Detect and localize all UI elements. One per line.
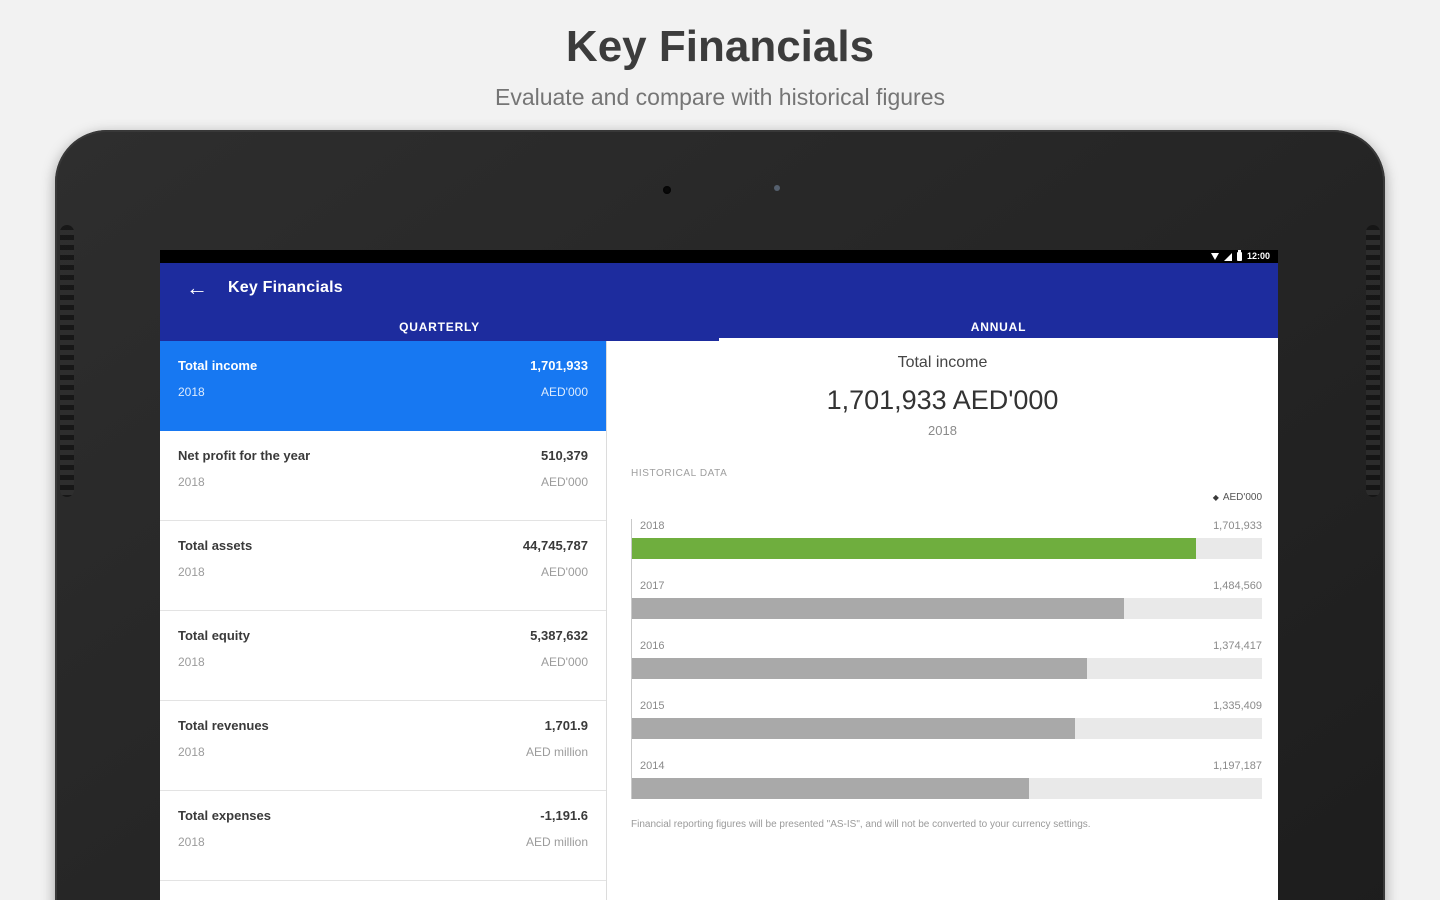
- chart-row-2018: 2018 1,701,933: [632, 519, 1262, 559]
- chart-bar-track: [632, 598, 1262, 619]
- metric-unit: AED million: [525, 835, 588, 849]
- metric-title: Total expenses: [178, 808, 271, 823]
- detail-title: Total income: [897, 354, 988, 371]
- chart-value-label: 1,374,417: [1213, 640, 1262, 652]
- chart-row-2017: 2017 1,484,560: [632, 579, 1262, 619]
- chart-value-label: 1,335,409: [1213, 700, 1262, 712]
- camera-dot-icon: [774, 185, 780, 191]
- metric-row-net-profit-for-the-year[interactable]: Net profit for the year 510,379 2018 AED'00…: [160, 431, 606, 521]
- app-bar: ← Key Financials: [160, 263, 1278, 312]
- metric-year: 2018: [178, 745, 205, 759]
- chart-legend: ◆ AED'000: [607, 492, 1262, 503]
- metric-value: 44,745,787: [522, 538, 588, 553]
- content-area: Total income 1,701,933 2018 AED'000 Net prof…: [160, 341, 1278, 900]
- metric-title: Total assets: [178, 538, 253, 553]
- chart-bar-fill: [632, 658, 1088, 679]
- metric-unit: AED'000: [541, 655, 588, 669]
- metrics-list: Total income 1,701,933 2018 AED'000 Net prof…: [160, 341, 607, 900]
- status-bar: 12:00: [160, 250, 1278, 263]
- metric-row-total-assets[interactable]: Total assets 44,745,787 2018 AED'000: [160, 521, 606, 611]
- detail-panel: Total income 1,701,933 AED'000 2018 HIST…: [607, 341, 1278, 900]
- chart-value-label: 1,197,187: [1213, 760, 1262, 772]
- chart-value-label: 1,701,933: [1213, 520, 1262, 532]
- metric-row-total-expenses[interactable]: Total expenses -1,191.6 2018 AED million: [160, 791, 606, 881]
- page-header: Key Financials Evaluate and compare with…: [0, 0, 1440, 111]
- tablet-screen: 12:00 ← Key Financials QUARTERLY ANNUAL …: [160, 250, 1278, 900]
- right-speaker-grille-icon: [1366, 225, 1380, 497]
- metric-value: 1,701.9: [544, 718, 588, 733]
- network-type-icon: [1210, 253, 1219, 260]
- tab-bar: QUARTERLY ANNUAL: [160, 312, 1278, 341]
- chart-year-label: 2017: [640, 580, 665, 592]
- chart-year-label: 2014: [640, 760, 665, 772]
- metric-value: -1,191.6: [540, 808, 588, 823]
- metric-unit: AED'000: [541, 565, 588, 579]
- metric-year: 2018: [178, 475, 205, 489]
- chart-year-label: 2015: [640, 700, 665, 712]
- metric-title: Total income: [178, 358, 258, 373]
- tab-annual-label: ANNUAL: [970, 319, 1027, 334]
- tab-quarterly[interactable]: QUARTERLY: [160, 312, 719, 341]
- chart-row-2015: 2015 1,335,409: [632, 699, 1262, 739]
- chart-bar-fill: [632, 598, 1125, 619]
- tablet-frame: 12:00 ← Key Financials QUARTERLY ANNUAL …: [55, 130, 1385, 900]
- chart-year-label: 2016: [640, 640, 665, 652]
- metric-row-total-equity[interactable]: Total equity 5,387,632 2018 AED'000: [160, 611, 606, 701]
- metric-row-total-income[interactable]: Total income 1,701,933 2018 AED'000: [160, 341, 606, 431]
- chart-bar-track: [632, 778, 1262, 799]
- historical-bar-chart: 2018 1,701,933 2017 1,484,560 2016 1,374,417 2…: [631, 519, 1262, 799]
- historical-data-label: HISTORICAL DATA: [631, 468, 728, 479]
- metric-value: 510,379: [541, 448, 588, 463]
- legend-diamond-icon: ◆: [1212, 493, 1219, 502]
- metric-unit: AED'000: [541, 475, 588, 489]
- metric-title: Net profit for the year: [178, 448, 311, 463]
- legend-label: AED'000: [1222, 492, 1262, 503]
- metric-title: Total revenues: [178, 718, 269, 733]
- back-button[interactable]: ←: [182, 273, 212, 303]
- chart-bar-track: [632, 658, 1262, 679]
- metric-row-total-revenues[interactable]: Total revenues 1,701.9 2018 AED million: [160, 701, 606, 791]
- metric-value: 5,387,632: [530, 628, 588, 643]
- metric-unit: AED'000: [541, 385, 588, 399]
- chart-row-2014: 2014 1,197,187: [632, 759, 1262, 799]
- metric-unit: AED million: [525, 745, 588, 759]
- reporting-footnote: Financial reporting figures will be pres…: [631, 819, 1091, 830]
- chart-bar-track: [632, 718, 1262, 739]
- tab-quarterly-label: QUARTERLY: [399, 319, 480, 334]
- metric-title: Total equity: [178, 628, 250, 643]
- tab-annual[interactable]: ANNUAL: [719, 312, 1278, 341]
- metric-value: 1,701,933: [530, 358, 588, 373]
- chart-bar-fill: [632, 718, 1075, 739]
- chart-bar-fill: [632, 538, 1197, 559]
- chart-value-label: 1,484,560: [1213, 580, 1262, 592]
- metric-year: 2018: [178, 835, 205, 849]
- sensor-dot-icon: [663, 186, 671, 194]
- signal-strength-icon: [1223, 252, 1232, 261]
- arrow-left-icon: ←: [186, 274, 208, 300]
- battery-icon: [1236, 250, 1242, 261]
- app-bar-title: Key Financials: [228, 278, 343, 296]
- metric-year: 2018: [178, 655, 205, 669]
- clock: 12:00: [1246, 251, 1270, 261]
- chart-year-label: 2018: [640, 520, 665, 532]
- metric-year: 2018: [178, 385, 205, 399]
- detail-value: 1,701,933 AED'000: [826, 385, 1059, 415]
- chart-bar-track: [632, 538, 1262, 559]
- page-subtitle: Evaluate and compare with historical fig…: [494, 84, 945, 110]
- left-speaker-grille-icon: [60, 225, 74, 497]
- detail-year: 2018: [928, 423, 957, 438]
- page-title: Key Financials: [565, 22, 875, 71]
- chart-row-2016: 2016 1,374,417: [632, 639, 1262, 679]
- metric-year: 2018: [178, 565, 205, 579]
- chart-bar-fill: [632, 778, 1029, 799]
